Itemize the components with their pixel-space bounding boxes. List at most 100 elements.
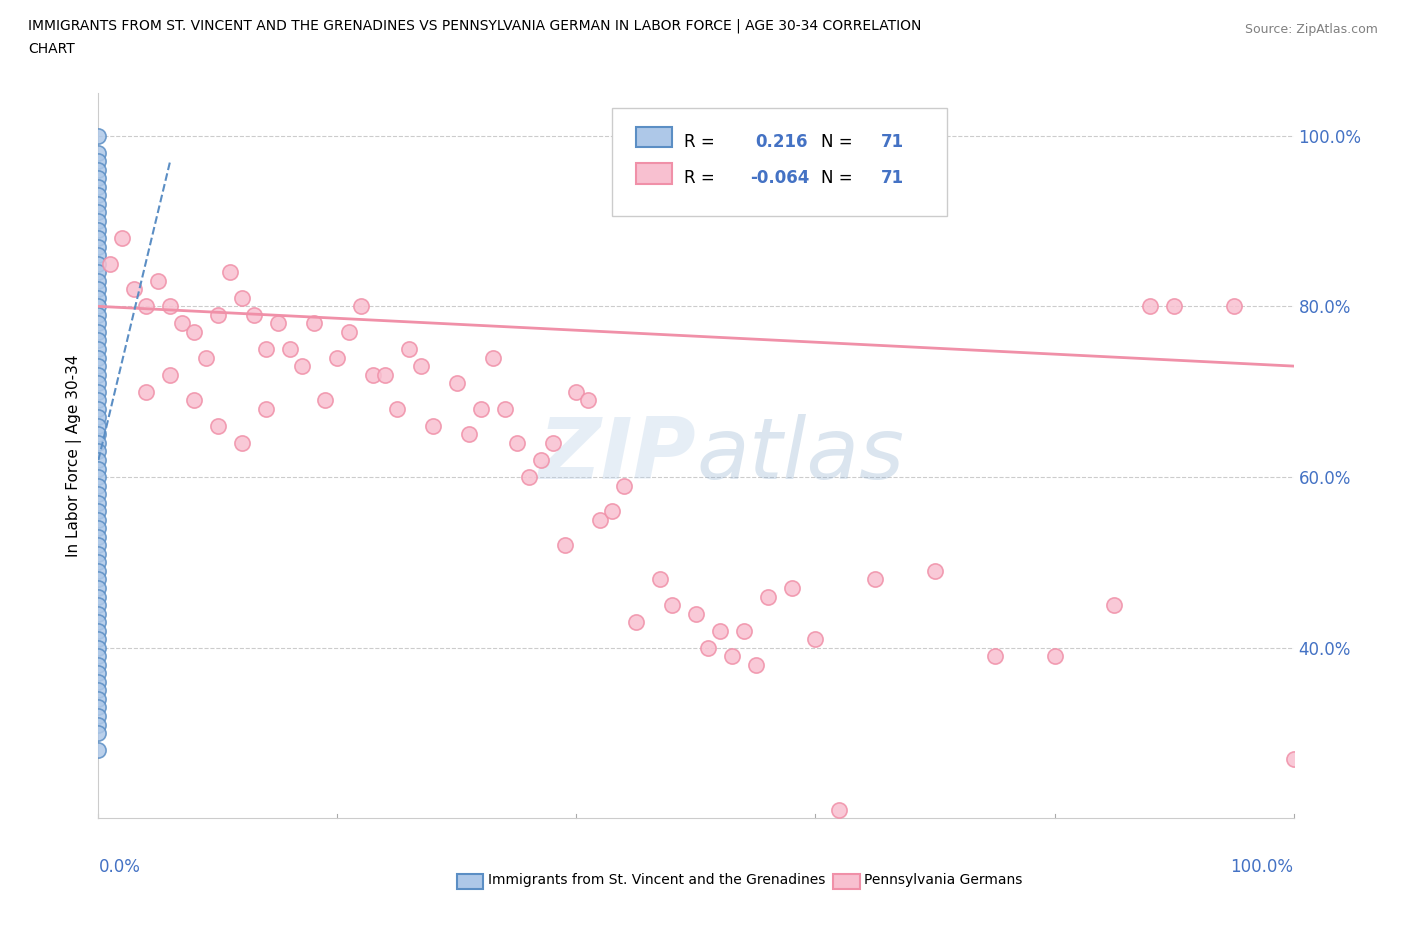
Point	[87, 384, 110, 399]
Point	[87, 171, 110, 186]
Point	[1104, 598, 1126, 613]
Point	[721, 649, 744, 664]
Point	[87, 231, 110, 246]
Point	[613, 478, 636, 493]
Point	[159, 367, 181, 382]
Point	[148, 273, 170, 288]
Point	[602, 504, 624, 519]
Point	[87, 128, 110, 143]
Point	[756, 589, 779, 604]
Point	[87, 666, 110, 681]
Point	[87, 257, 110, 272]
Point	[87, 402, 110, 417]
Text: N =: N =	[821, 133, 858, 151]
Text: N =: N =	[821, 169, 858, 187]
Point	[87, 461, 110, 476]
Point	[697, 640, 720, 655]
Point	[661, 598, 683, 613]
Point	[135, 299, 157, 313]
Point	[685, 606, 707, 621]
Point	[87, 470, 110, 485]
Point	[302, 316, 325, 331]
Point	[530, 453, 553, 468]
Point	[87, 631, 110, 646]
Point	[385, 402, 409, 417]
Point	[87, 247, 110, 262]
Point	[554, 538, 576, 552]
Point	[87, 453, 110, 468]
Point	[87, 589, 110, 604]
Point	[1282, 751, 1305, 766]
Point	[984, 649, 1007, 664]
Point	[243, 308, 266, 323]
Point	[135, 384, 157, 399]
Point	[87, 410, 110, 425]
Point	[709, 623, 731, 638]
Text: IMMIGRANTS FROM ST. VINCENT AND THE GRENADINES VS PENNSYLVANIA GERMAN IN LABOR F: IMMIGRANTS FROM ST. VINCENT AND THE GREN…	[28, 19, 921, 33]
Point	[87, 529, 110, 544]
Point	[87, 273, 110, 288]
Point	[87, 640, 110, 655]
Point	[87, 333, 110, 348]
Point	[87, 580, 110, 595]
Point	[780, 580, 803, 595]
Point	[517, 470, 540, 485]
Text: 0.0%: 0.0%	[98, 858, 141, 876]
Point	[828, 803, 851, 817]
Point	[565, 384, 588, 399]
Point	[733, 623, 755, 638]
Point	[411, 359, 433, 374]
Point	[87, 290, 110, 305]
Point	[87, 376, 110, 391]
Text: 71: 71	[882, 169, 904, 187]
Point	[254, 341, 277, 356]
Point	[326, 350, 349, 365]
Point	[87, 392, 110, 407]
Point	[87, 316, 110, 331]
Point	[159, 299, 181, 313]
Point	[87, 521, 110, 536]
Point	[254, 402, 277, 417]
Point	[87, 555, 110, 570]
Point	[87, 717, 110, 732]
Point	[87, 598, 110, 613]
Text: Source: ZipAtlas.com: Source: ZipAtlas.com	[1244, 23, 1378, 36]
Point	[87, 725, 110, 740]
Point	[87, 547, 110, 562]
Point	[87, 683, 110, 698]
Point	[231, 290, 253, 305]
Point	[219, 265, 242, 280]
Point	[87, 179, 110, 194]
Point	[87, 188, 110, 203]
Point	[446, 376, 468, 391]
Point	[87, 196, 110, 211]
Point	[422, 418, 444, 433]
Point	[398, 341, 420, 356]
Point	[87, 325, 110, 339]
Point	[124, 282, 146, 297]
FancyBboxPatch shape	[834, 874, 859, 889]
Point	[745, 658, 768, 672]
Point	[804, 631, 827, 646]
Point	[87, 367, 110, 382]
Point	[1043, 649, 1066, 664]
FancyBboxPatch shape	[637, 127, 672, 148]
Text: 100.0%: 100.0%	[1230, 858, 1294, 876]
Point	[87, 239, 110, 254]
Point	[470, 402, 492, 417]
Point	[87, 606, 110, 621]
Point	[87, 504, 110, 519]
Text: Pennsylvania Germans: Pennsylvania Germans	[865, 873, 1022, 887]
Point	[87, 282, 110, 297]
FancyBboxPatch shape	[613, 108, 948, 217]
Point	[87, 495, 110, 510]
Point	[267, 316, 290, 331]
Point	[87, 444, 110, 458]
Point	[87, 265, 110, 280]
Point	[87, 418, 110, 433]
Point	[481, 350, 505, 365]
Point	[363, 367, 385, 382]
Point	[291, 359, 314, 374]
Point	[87, 350, 110, 365]
Point	[648, 572, 672, 587]
